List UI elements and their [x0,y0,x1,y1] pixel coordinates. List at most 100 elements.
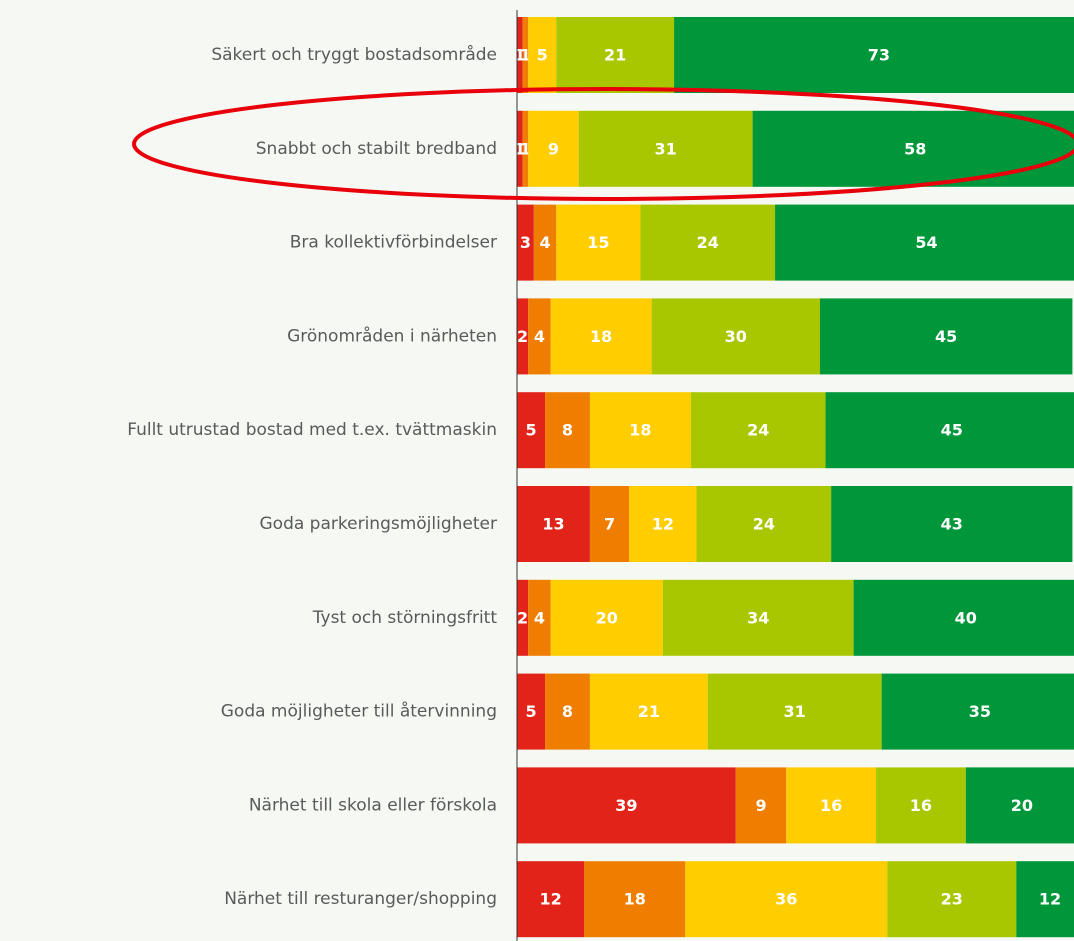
value-label: 24 [753,515,775,534]
bar-segment [651,298,820,375]
value-label: 1 [520,139,531,158]
bar-segment [533,204,557,281]
value-label: 16 [820,796,842,815]
bar-segment [786,767,877,844]
bar-segment [589,673,708,750]
value-label: 35 [969,702,991,721]
value-label: 34 [747,608,769,627]
bar-segment [517,486,590,562]
value-label: 24 [747,421,769,440]
bar-segment [528,579,551,656]
bar-segment [735,767,787,844]
value-label: 8 [562,702,573,721]
value-label: 5 [537,46,548,65]
bar-segment [640,204,776,281]
value-label: 4 [539,233,550,252]
value-label: 18 [624,890,646,909]
value-label: 45 [941,421,963,440]
bar-segment [522,17,529,93]
bar-segment [517,392,546,469]
value-label: 58 [904,139,926,158]
category-label: Grönområden i närheten [287,325,497,346]
bar-segment [528,17,557,93]
value-label: 31 [655,139,677,158]
bar-segment [550,579,663,656]
bar-segment [517,579,529,656]
bar-segment [752,110,1074,187]
value-label: 40 [955,608,977,627]
category-label: Fullt utrustad bostad med t.ex. tvättmas… [127,420,497,440]
value-label: 43 [941,515,963,534]
bar-segment [517,861,585,938]
bar-segment [881,673,1074,750]
bar-segment [545,392,590,469]
value-label: 12 [540,890,562,909]
bar-segment [629,486,697,562]
bar-segment [550,298,652,375]
category-label: Tyst och störningsfritt [312,608,498,628]
value-label: 5 [525,702,536,721]
bar-segment [517,110,523,187]
bar-segment [528,298,551,375]
value-label: 2 [517,608,528,627]
value-label: 23 [941,890,963,909]
bar-segment [1016,861,1074,938]
value-label: 4 [534,608,545,627]
bar-segment [685,861,888,938]
category-label: Goda parkeringsmöjligheter [260,514,498,534]
value-label: 18 [590,327,612,346]
bar-segment [556,17,675,93]
value-label: 3 [520,233,531,252]
bar-segment [517,673,546,750]
bar-segment [662,579,854,656]
value-label: 73 [868,46,890,65]
value-label: 18 [629,421,651,440]
value-label: 2 [517,327,528,346]
bar-segment [556,204,641,281]
bar-segment [517,298,529,375]
highlight-ellipse [132,87,1074,201]
value-label: 12 [652,515,674,534]
bar-segment [696,486,832,562]
value-label: 8 [562,421,573,440]
category-label: Bra kollektivförbindelser [290,233,497,253]
bar-segment [517,17,523,93]
value-label: 36 [775,890,797,909]
bar-segment [690,392,826,469]
category-label: Närhet till skola eller förskola [249,795,497,815]
bar-segment [528,110,579,187]
bar-segment [517,204,534,281]
bar-segment [674,17,1074,93]
value-label: 4 [534,327,545,346]
value-label: 15 [587,233,609,252]
value-label: 13 [542,515,564,534]
value-label: 30 [725,327,747,346]
value-label: 5 [525,421,536,440]
bar-segment [775,204,1074,281]
value-label: 54 [915,233,937,252]
value-label: 24 [697,233,719,252]
bar-segment [825,392,1074,469]
value-label: 12 [1039,890,1061,909]
bar-segment [887,861,1017,938]
bar-segment [578,110,753,187]
bar-segment [545,673,590,750]
bar-segment [517,767,736,844]
value-label: 20 [1011,796,1033,815]
value-label: 1 [520,46,531,65]
bar-segment [522,110,529,187]
bar-segment [876,767,966,844]
category-label: Närhet till resturanger/shopping [224,889,497,909]
value-label: 39 [615,796,637,815]
bar-segment [707,673,882,750]
value-label: 9 [755,796,766,815]
bar-segment [965,767,1074,844]
bar-segment [831,486,1073,562]
bar-segment [584,861,686,938]
value-label: 1 [514,46,525,65]
category-label: Säkert och tryggt bostadsområde [211,44,497,65]
value-label: 21 [638,702,660,721]
